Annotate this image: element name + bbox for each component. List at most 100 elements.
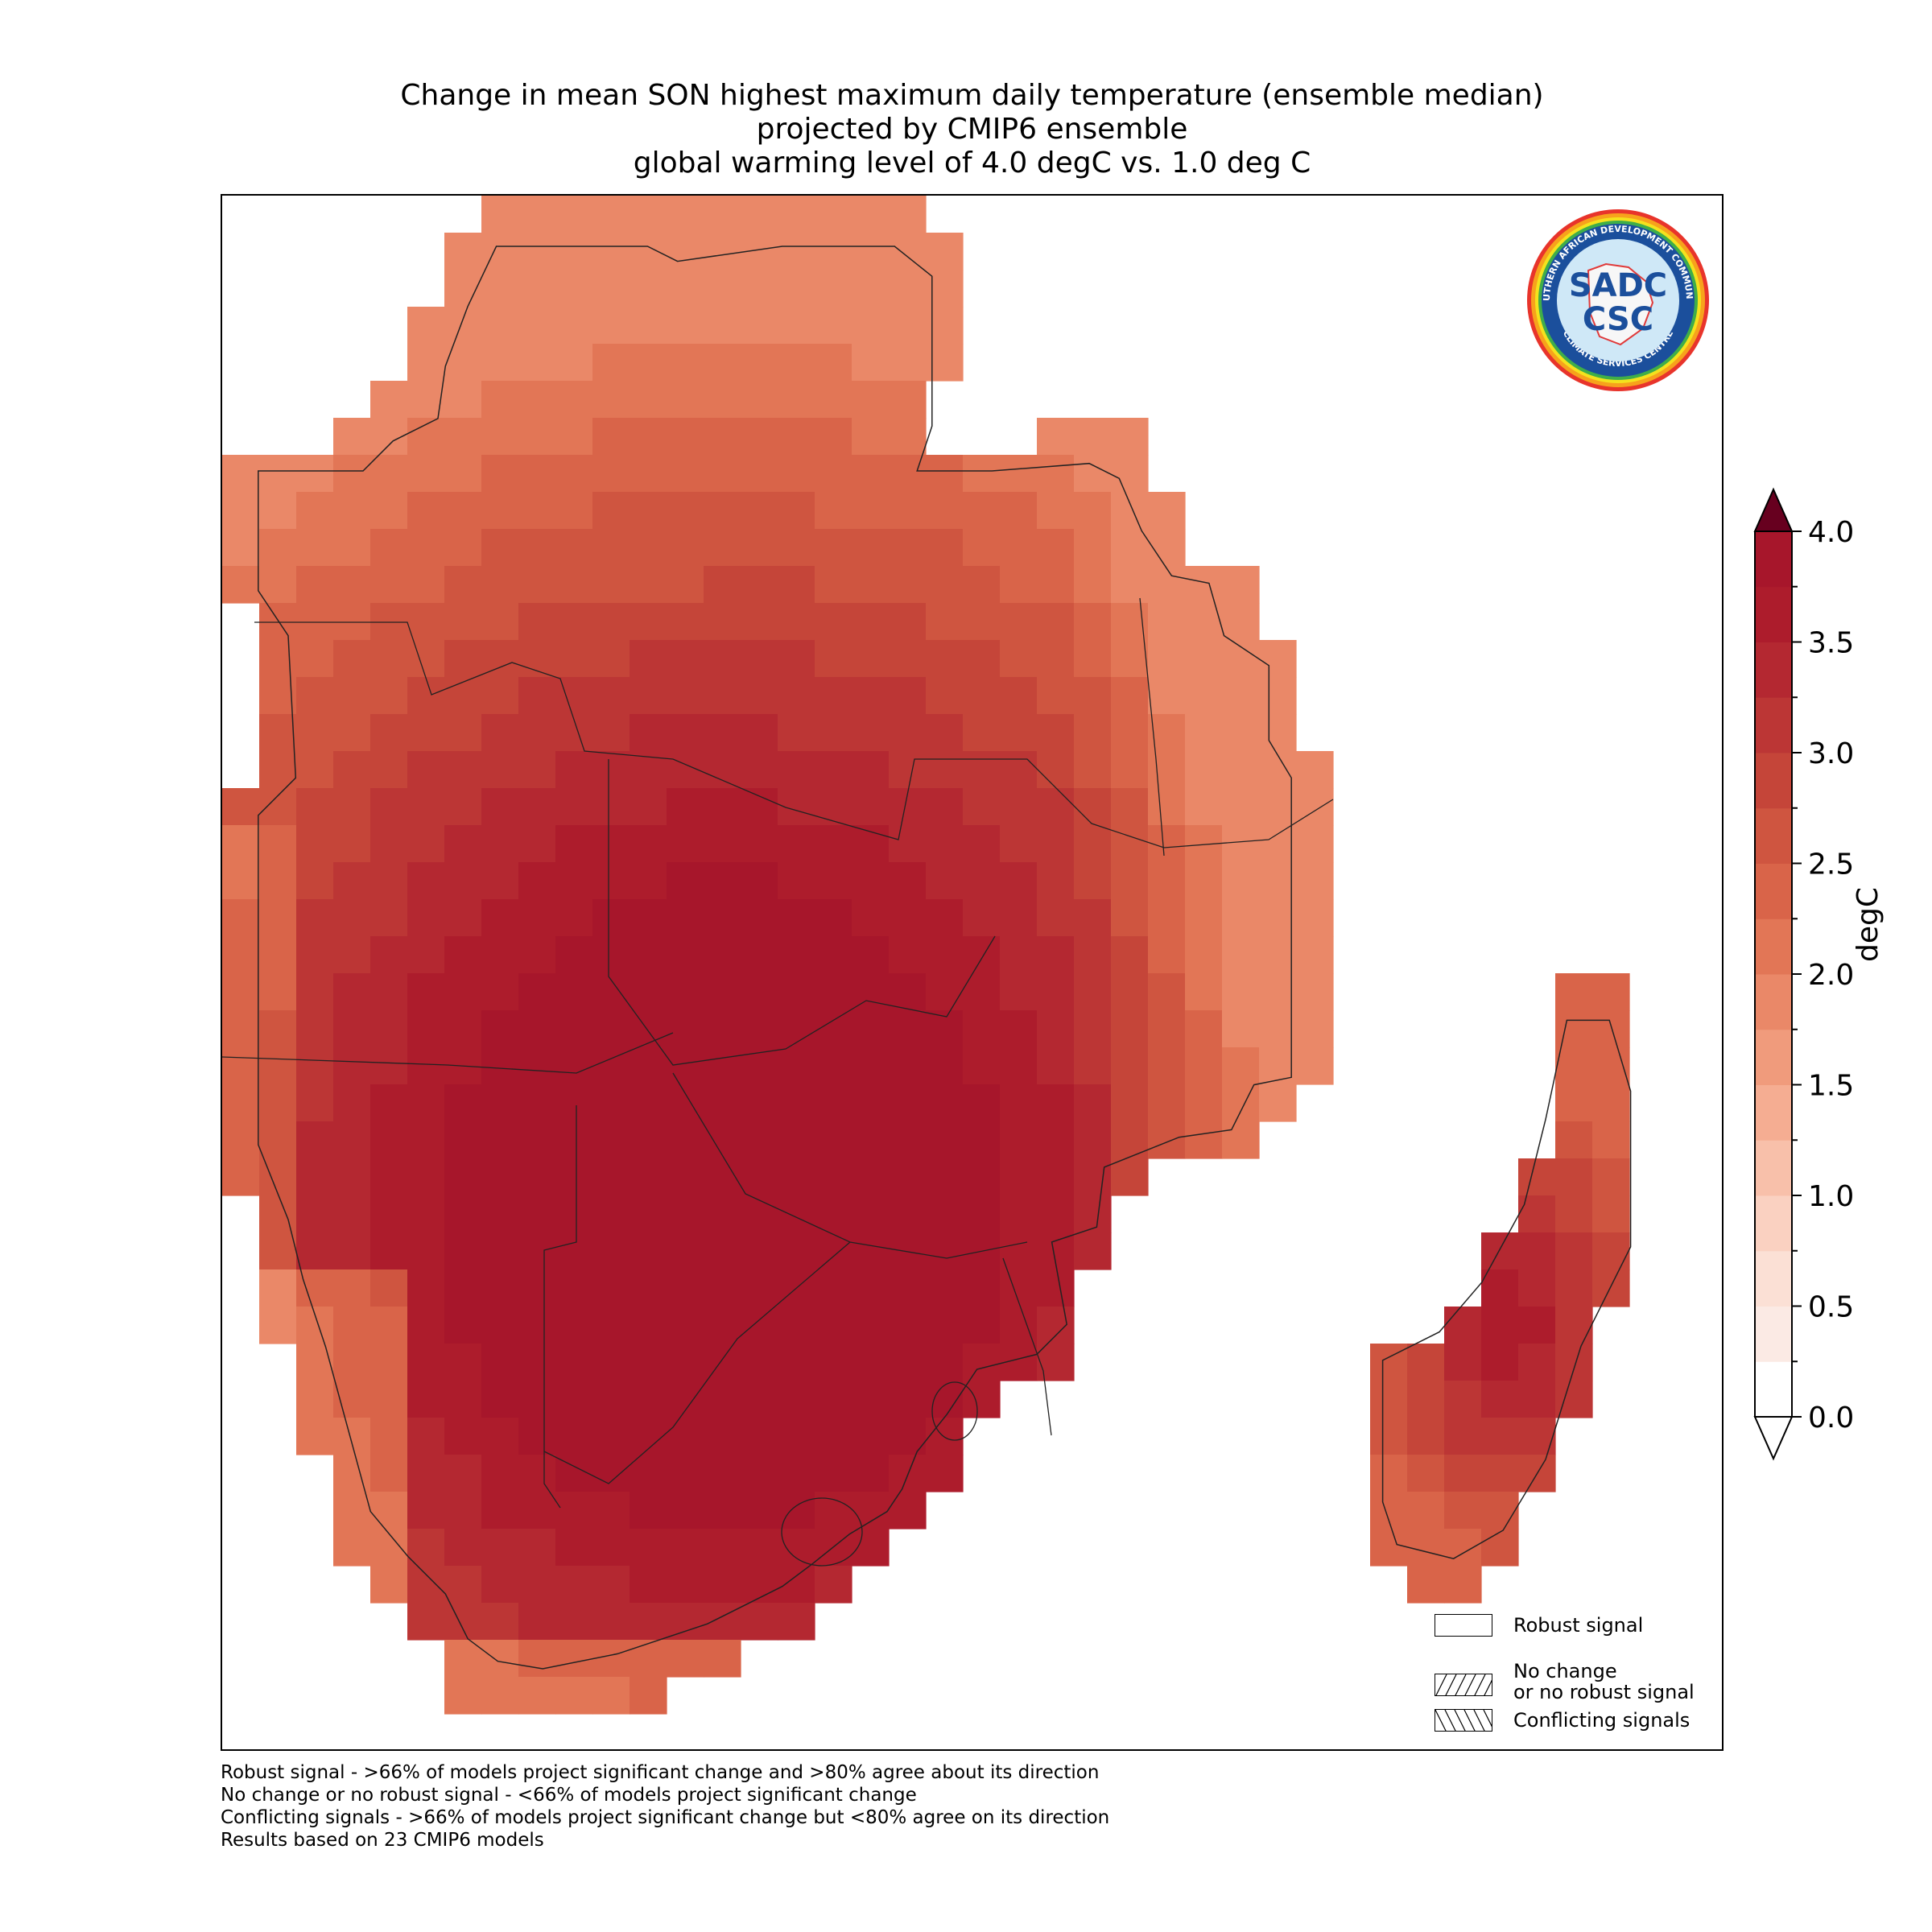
grid-cell: [407, 936, 445, 974]
grid-cell: [1074, 455, 1112, 493]
grid-cell: [1259, 640, 1297, 678]
grid-cell: [1037, 862, 1075, 900]
grid-cell: [444, 270, 482, 308]
grid-cell: [704, 825, 741, 863]
grid-cell: [1296, 862, 1334, 900]
grid-cell: [1222, 677, 1260, 715]
grid-cell: [778, 973, 815, 1011]
grid-cell: [889, 233, 927, 270]
grid-cell: [259, 825, 297, 863]
grid-cell: [889, 1455, 927, 1492]
grid-cell: [667, 714, 704, 752]
grid-cell: [592, 566, 630, 604]
grid-cell: [704, 492, 741, 530]
grid-cell: [444, 1344, 482, 1381]
grid-cell: [407, 899, 445, 937]
grid-cell: [704, 862, 741, 900]
grid-cell: [1074, 418, 1112, 456]
grid-cell: [704, 1418, 741, 1455]
grid-cell: [370, 1047, 408, 1085]
grid-cell: [630, 899, 667, 937]
grid-cell: [1000, 1010, 1038, 1048]
colorbar-extend-max: [1753, 487, 1794, 532]
grid-cell: [1111, 677, 1149, 715]
grid-cell: [1037, 418, 1075, 456]
grid-cell: [555, 1010, 593, 1048]
grid-cell: [815, 233, 852, 270]
grid-cell: [1185, 714, 1223, 752]
grid-cell: [667, 788, 704, 826]
grid-cell: [259, 1158, 297, 1196]
grid-cell: [222, 492, 260, 530]
grid-cell: [296, 1418, 334, 1455]
colorbar-segment: [1755, 1306, 1792, 1362]
grid-cell: [852, 751, 890, 789]
grid-cell: [852, 381, 890, 419]
grid-cell: [1296, 1010, 1334, 1048]
grid-cell: [778, 455, 815, 493]
grid-cell: [889, 1269, 927, 1307]
grid-cell: [963, 862, 1001, 900]
no-change-swatch: [1435, 1674, 1492, 1696]
grid-cell: [555, 1492, 593, 1530]
grid-cell: [1111, 714, 1149, 752]
grid-cell: [481, 381, 519, 419]
svg-text:SADC: SADC: [1569, 267, 1667, 304]
grid-cell: [555, 196, 593, 233]
colorbar-segment: [1755, 1029, 1792, 1085]
grid-cell: [407, 640, 445, 678]
grid-cell: [815, 1307, 852, 1344]
grid-cell: [518, 233, 556, 270]
grid-cell: [370, 1307, 408, 1344]
grid-cell: [630, 936, 667, 974]
grid-cell: [1444, 1529, 1482, 1567]
grid-cell: [778, 270, 815, 308]
grid-cell: [741, 344, 778, 382]
grid-cell: [370, 1381, 408, 1418]
grid-cell: [333, 677, 371, 715]
grid-cell: [741, 640, 778, 678]
grid-cell: [889, 862, 927, 900]
grid-cell: [815, 788, 852, 826]
grid-cell: [815, 492, 852, 530]
grid-cell: [741, 418, 778, 456]
grid-cell: [333, 418, 371, 456]
grid-cell: [370, 788, 408, 826]
grid-cell: [630, 1195, 667, 1233]
grid-cell: [889, 1047, 927, 1085]
grid-cell: [852, 566, 890, 604]
grid-cell: [704, 196, 741, 233]
grid-cell: [370, 566, 408, 604]
grid-cell: [444, 1455, 482, 1492]
grid-cell: [407, 418, 445, 456]
grid-cell: [963, 640, 1001, 678]
grid-cell: [370, 1344, 408, 1381]
grid-cell: [333, 603, 371, 641]
grid-cell: [778, 603, 815, 641]
grid-cell: [518, 1492, 556, 1530]
grid-cell: [630, 640, 667, 678]
grid-cell: [1037, 1084, 1075, 1122]
grid-cell: [1592, 1010, 1630, 1048]
grid-cell: [1000, 603, 1038, 641]
grid-cell: [1148, 1084, 1186, 1122]
grid-cell: [481, 1307, 519, 1344]
grid-cell: [852, 1381, 890, 1418]
colorbar-segment: [1755, 974, 1792, 1030]
grid-cell: [630, 455, 667, 493]
grid-cell: [555, 1047, 593, 1085]
grid-cell: [1148, 529, 1186, 567]
grid-cell: [370, 492, 408, 530]
grid-cell: [778, 418, 815, 456]
colorbar: 0.0 0.5 1.0 1.5 2.0 2.5 3.0 3.5 4.0: [1753, 487, 1854, 1461]
grid-cell: [1407, 1418, 1445, 1455]
grid-cell: [963, 492, 1001, 530]
grid-cell: [370, 1084, 408, 1122]
grid-cell: [852, 1344, 890, 1381]
grid-cell: [704, 1084, 741, 1122]
grid-cell: [296, 1158, 334, 1196]
grid-cell: [704, 936, 741, 974]
grid-cell: [926, 233, 964, 270]
grid-cell: [667, 1084, 704, 1122]
grid-cell: [481, 714, 519, 752]
